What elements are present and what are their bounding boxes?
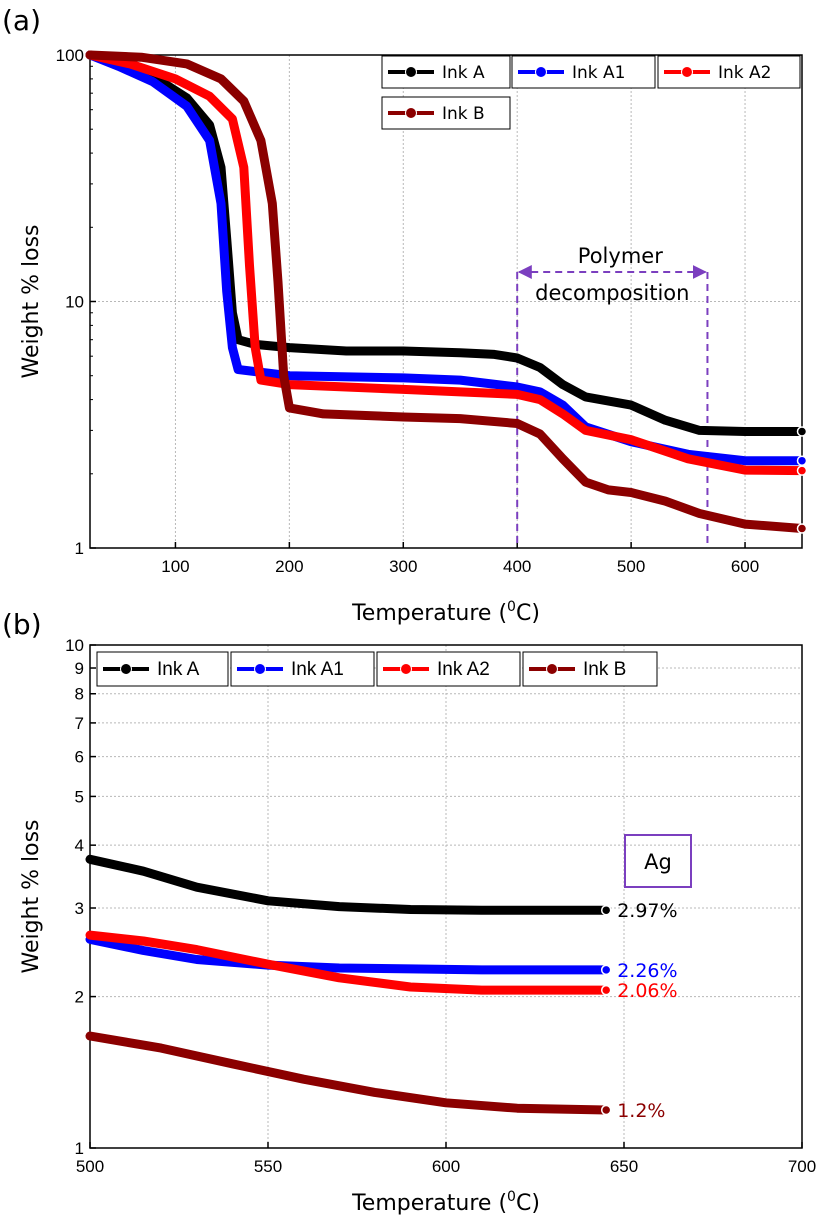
x-tick-label: 500 [76,1157,104,1176]
polymer-decomposition-annotation: Polymer decomposition [516,244,709,545]
x-axis-title: Temperature (0C) [351,599,540,626]
legend-swatch-marker [546,663,558,675]
legend: Ink A Ink A1 Ink A2 Ink B [381,55,801,130]
ag-box [624,834,692,888]
legend-label: Ink A1 [291,659,344,680]
series-end-marker [600,964,612,976]
plot-frame [89,644,803,1149]
legend: Ink A Ink A1 Ink A2 Ink B [96,651,658,687]
y-tick-label: 8 [75,685,84,704]
y-tick-label: 100 [56,46,84,65]
x-tick-label: 200 [275,557,303,576]
series-ink-a: 2.97% [85,854,678,922]
series-end-marker [796,455,808,466]
legend-swatch-marker [254,663,266,675]
x-tick-label: 400 [503,557,531,576]
end-value-label: 2.26% [617,960,677,982]
legend-swatch-marker [405,66,417,78]
y-tick-label: 10 [65,293,84,312]
legend-label: Ink A1 [572,63,625,83]
series-end-marker [600,1104,612,1116]
legend-swatch-marker [400,663,412,675]
x-tick-label: 550 [254,1157,282,1176]
panel-label: (a) [2,4,41,37]
series-end-marker [600,984,612,996]
legend-entry: Ink A2 [657,55,801,89]
gridlines [90,55,802,548]
legend-label: Ink B [442,104,485,124]
gridlines [90,645,802,1148]
series-line [85,854,611,915]
y-tick-label: 1 [75,539,84,558]
y-tick-label: 4 [75,836,84,855]
series-ink-b [85,50,808,534]
ag-label: Ag [644,850,672,874]
chart-panel-a: 100 200 300 400 500 600 1 10 100 (a) Temperature (… [2,4,808,626]
y-axis-title: Weight % loss [19,819,44,973]
series-line [85,50,807,436]
y-tick-label: 9 [75,659,84,678]
y-tick-label: 10 [65,636,84,655]
x-axis-title: Temperature (0C) [351,1189,540,1216]
series-line [85,1031,611,1115]
legend-entry: Ink A [381,55,511,89]
y-tick-label: 1 [75,1139,84,1158]
legend-entry: Ink B [522,651,658,687]
legend-label: Ink B [583,659,626,680]
x-tick-label: 600 [432,1157,460,1176]
annotation-line2: decomposition [535,281,689,305]
legend-swatch-marker [405,107,417,119]
legend-label: Ink A2 [718,63,771,83]
series-end-marker [600,904,612,916]
legend-entry: Ink A1 [230,651,375,687]
legend-swatch-marker [535,66,547,78]
panel-label: (b) [2,608,42,641]
y-tick-label: 5 [75,787,84,806]
series-ink-a [85,50,808,437]
x-tick-label: 100 [161,557,189,576]
x-tick-label: 300 [389,557,417,576]
legend-label: Ink A [157,659,200,680]
legend-entry: Ink B [381,96,511,130]
x-tick-label: 650 [610,1157,638,1176]
y-tick-label: 6 [75,748,84,767]
series-ink-a2 [85,50,808,476]
series-end-marker [796,523,808,534]
series-ink-a2: 2.06% [85,930,678,1002]
legend-swatch-marker [681,66,693,78]
end-value-label: 1.2% [617,1100,665,1122]
y-axis-title: Weight % loss [19,224,44,378]
x-tick-label: 700 [788,1157,816,1176]
y-tick-label: 2 [75,988,84,1007]
y-tick-label: 3 [75,899,84,918]
legend-label: Ink A2 [437,659,490,680]
legend-label: Ink A [442,63,485,83]
series-ink-b: 1.2% [85,1031,665,1122]
legend-entry: Ink A2 [376,651,521,687]
y-tick-label: 7 [75,714,84,733]
series-line [85,50,807,476]
chart-panel-b: 500 550 600 650 700 1 2 3 4 5 6 7 8 9 10 (b) Temperature… [2,608,816,1216]
x-tick-label: 500 [617,557,645,576]
legend-swatch-marker [120,663,132,675]
end-value-label: 2.97% [617,900,677,922]
series-end-marker [796,426,808,437]
legend-entry: Ink A1 [511,55,656,89]
legend-entry: Ink A [96,651,229,687]
annotation-line1: Polymer [578,244,663,268]
series-end-marker [796,465,808,476]
series-line [85,50,807,533]
end-value-label: 2.06% [617,980,677,1002]
x-tick-label: 600 [731,557,759,576]
series-line [85,930,611,995]
